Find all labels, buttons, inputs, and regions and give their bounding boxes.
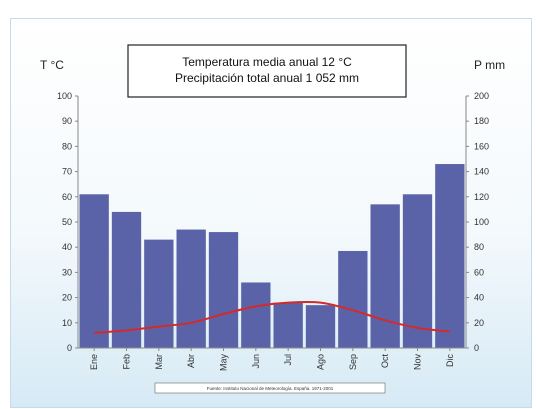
x-tick-label-ago: Ago xyxy=(316,354,326,370)
temperature-line-layer xyxy=(94,300,450,334)
x-tick-label-oct: Oct xyxy=(380,354,390,369)
left-tick-label-50: 50 xyxy=(62,217,72,227)
precipitation-bar-oct xyxy=(370,204,400,348)
info-box xyxy=(127,44,407,98)
right-tick-label-0: 0 xyxy=(474,343,479,353)
precipitation-bar-feb xyxy=(111,211,142,348)
left-tick-label-30: 30 xyxy=(62,267,72,277)
x-tick-label-nov: Nov xyxy=(413,354,423,371)
left-tick-label-20: 20 xyxy=(62,293,72,303)
temperature-line xyxy=(94,300,450,334)
right-axis-title: P mm xyxy=(474,58,505,72)
right-tick-label-160: 160 xyxy=(474,141,489,151)
right-tick-label-180: 180 xyxy=(474,116,489,126)
x-tick-label-mar: Mar xyxy=(154,354,164,370)
left-tick-label-80: 80 xyxy=(62,141,72,151)
precipitation-bar-ago xyxy=(305,305,336,348)
source-note: Fuente: Instituto Nacional de Meteorolog… xyxy=(207,386,334,391)
left-tick-label-40: 40 xyxy=(62,242,72,252)
precipitation-bar-mar xyxy=(144,239,174,348)
source-box xyxy=(154,382,386,394)
x-tick-label-dic: Dic xyxy=(445,354,455,367)
info-line-precipitation: Precipitación total anual 1 052 mm xyxy=(175,71,359,85)
x-tick-label-feb: Feb xyxy=(122,354,132,370)
left-axis-title: T °C xyxy=(40,58,64,72)
axes-layer: 0 10 20 30 40 50 60 70 80 90 100 0 20 40 60 80 100 120 140… xyxy=(57,91,489,371)
right-tick-label-20: 20 xyxy=(474,318,484,328)
precipitation-bar-jul xyxy=(273,302,303,348)
x-tick-label-ene: Ene xyxy=(89,354,99,370)
precipitation-bar-ene xyxy=(79,194,109,348)
left-tick-label-70: 70 xyxy=(62,167,72,177)
right-tick-label-200: 200 xyxy=(474,91,489,101)
bars-layer xyxy=(79,164,465,348)
left-tick-label-100: 100 xyxy=(57,91,72,101)
right-tick-label-80: 80 xyxy=(474,242,484,252)
x-tick-label-abr: Abr xyxy=(186,354,196,368)
precipitation-bar-nov xyxy=(402,194,433,348)
left-tick-label-90: 90 xyxy=(62,116,72,126)
left-tick-label-10: 10 xyxy=(62,318,72,328)
right-tick-label-40: 40 xyxy=(474,293,484,303)
x-tick-label-jul: Jul xyxy=(283,354,293,366)
x-tick-label-jun: Jun xyxy=(251,354,261,369)
left-tick-label-60: 60 xyxy=(62,192,72,202)
precipitation-bar-abr xyxy=(176,229,206,348)
right-tick-label-100: 100 xyxy=(474,217,489,227)
info-line-temperature: Temperatura media anual 12 °C xyxy=(182,55,352,69)
x-tick-label-may: May xyxy=(219,354,229,372)
x-tick-label-sep: Sep xyxy=(348,354,358,370)
right-tick-label-120: 120 xyxy=(474,192,489,202)
right-tick-label-140: 140 xyxy=(474,167,489,177)
precipitation-bar-sep xyxy=(338,250,368,348)
precipitation-bar-may xyxy=(208,232,239,348)
precipitation-bar-dic xyxy=(435,164,465,348)
precipitation-bar-jun xyxy=(241,282,271,348)
left-tick-label-0: 0 xyxy=(67,343,72,353)
right-tick-label-60: 60 xyxy=(474,267,484,277)
